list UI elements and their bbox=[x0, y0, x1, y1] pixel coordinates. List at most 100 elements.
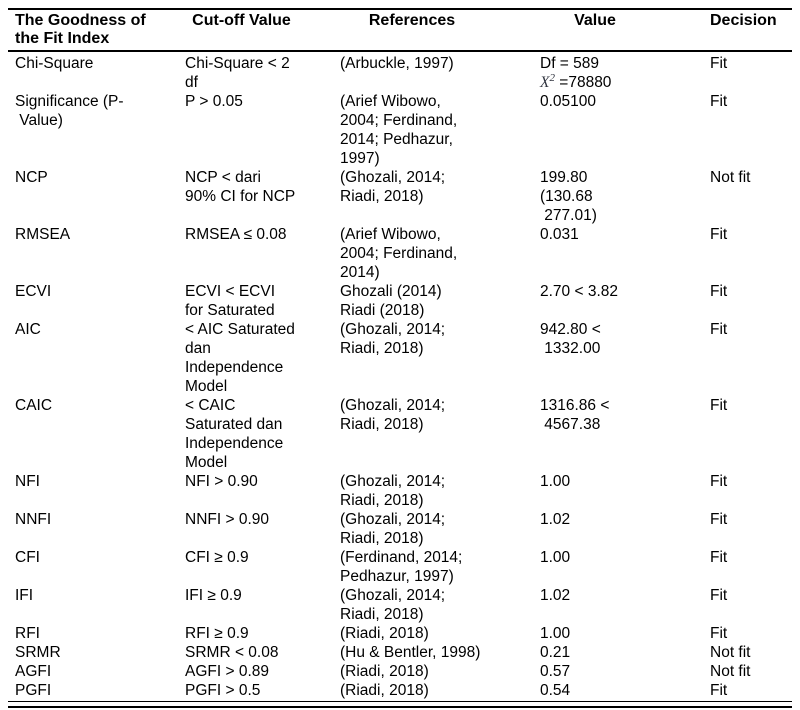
decision-cell: Fit bbox=[710, 55, 728, 72]
fit-index-cell: RMSEA bbox=[15, 226, 71, 243]
cutoff-value-cell: RMSEA ≤ 0.08 bbox=[185, 226, 287, 243]
decision-cell: Fit bbox=[710, 473, 728, 490]
fit-index-cell: IFI bbox=[15, 587, 34, 604]
fit-index-cell: Significance (P- Value) bbox=[15, 93, 124, 129]
decision-cell: Fit bbox=[710, 682, 728, 699]
fit-index-cell: NNFI bbox=[15, 511, 52, 528]
decision-cell: Fit bbox=[710, 321, 728, 338]
cutoff-value-cell: < CAIC Saturated dan Independence Model bbox=[185, 397, 284, 471]
cutoff-value-cell: AGFI > 0.89 bbox=[185, 663, 270, 680]
decision-cell: Fit bbox=[710, 549, 728, 566]
value-cell: 942.80 < 1332.00 bbox=[540, 321, 601, 357]
fit-index-cell: AIC bbox=[15, 321, 41, 338]
decision-cell: Fit bbox=[710, 93, 728, 110]
references-cell: (Ferdinand, 2014; Pedhazur, 1997) bbox=[340, 549, 463, 585]
fit-index-cell: RFI bbox=[15, 625, 40, 642]
cutoff-value-cell: SRMR < 0.08 bbox=[185, 644, 279, 661]
references-cell: (Hu & Bentler, 1998) bbox=[340, 644, 481, 661]
table-body: Chi-Square Chi-Square < 2 df (Arbuckle, 1… bbox=[8, 52, 792, 700]
decision-cell: Not fit bbox=[710, 663, 751, 680]
references-cell: Ghozali (2014) Riadi (2018) bbox=[340, 283, 442, 319]
references-cell: (Ghozali, 2014; Riadi, 2018) bbox=[340, 321, 446, 357]
cutoff-value-cell: IFI ≥ 0.9 bbox=[185, 587, 242, 604]
table-row: RFI RFI ≥ 0.9 (Riadi, 2018) 1.00 Fit bbox=[8, 624, 792, 643]
cutoff-value-cell: NFI > 0.90 bbox=[185, 473, 258, 490]
table-row: CFI CFI ≥ 0.9 (Ferdinand, 2014; Pedhazur,… bbox=[8, 548, 792, 586]
header-fit-index: The Goodness of the Fit Index bbox=[15, 12, 146, 47]
references-cell: (Ghozali, 2014; Riadi, 2018) bbox=[340, 511, 446, 547]
cutoff-value-cell: ECVI < ECVI for Saturated bbox=[185, 283, 276, 319]
cutoff-value-cell: NCP < dari 90% CI for NCP bbox=[185, 169, 296, 205]
references-cell: (Arbuckle, 1997) bbox=[340, 55, 454, 72]
references-cell: (Arief Wibowo, 2004; Ferdinand, 2014; Pedh… bbox=[340, 93, 458, 167]
value-cell: 1.00 bbox=[540, 625, 571, 642]
header-references: References bbox=[368, 12, 456, 29]
references-cell: (Riadi, 2018) bbox=[340, 682, 429, 699]
value-cell: 199.80 (130.68 277.01) bbox=[540, 169, 597, 224]
references-cell: (Riadi, 2018) bbox=[340, 663, 429, 680]
fit-index-cell: Chi-Square bbox=[15, 55, 94, 72]
header-value: Value bbox=[574, 12, 616, 29]
decision-cell: Fit bbox=[710, 397, 728, 414]
references-cell: (Riadi, 2018) bbox=[340, 625, 429, 642]
decision-cell: Not fit bbox=[710, 169, 751, 186]
table-row: Significance (P- Value) P > 0.05 (Arief … bbox=[8, 92, 792, 168]
references-cell: (Ghozali, 2014; Riadi, 2018) bbox=[340, 473, 446, 509]
table-row: AGFI AGFI > 0.89 (Riadi, 2018) 0.57 Not … bbox=[8, 662, 792, 681]
fit-index-cell: CFI bbox=[15, 549, 40, 566]
value-cell: 0.21 bbox=[540, 644, 571, 661]
value-cell: 2.70 < 3.82 bbox=[540, 283, 618, 300]
table-row: PGFI PGFI > 0.5 (Riadi, 2018) 0.54 Fit bbox=[8, 681, 792, 700]
fit-index-cell: NCP bbox=[15, 169, 48, 186]
value-cell: 1.00 bbox=[540, 549, 571, 566]
decision-cell: Fit bbox=[710, 511, 728, 528]
header-decision: Decision bbox=[710, 12, 777, 29]
fit-index-cell: ECVI bbox=[15, 283, 52, 300]
table-row: IFI IFI ≥ 0.9 (Ghozali, 2014; Riadi, 2018… bbox=[8, 586, 792, 624]
goodness-of-fit-table: The Goodness of the Fit Index Cut-off Va… bbox=[8, 8, 792, 708]
cutoff-value-cell: CFI ≥ 0.9 bbox=[185, 549, 249, 566]
references-cell: (Ghozali, 2014; Riadi, 2018) bbox=[340, 587, 446, 623]
decision-cell: Fit bbox=[710, 226, 728, 243]
table-row: SRMR SRMR < 0.08 (Hu & Bentler, 1998) 0.… bbox=[8, 643, 792, 662]
table-row: RMSEA RMSEA ≤ 0.08 (Arief Wibowo, 2004; F… bbox=[8, 225, 792, 282]
value-cell: 0.54 bbox=[540, 682, 571, 699]
fit-index-cell: SRMR bbox=[15, 644, 61, 661]
cutoff-value-cell: < AIC Saturated dan Independence Model bbox=[185, 321, 295, 395]
value-cell: 0.05100 bbox=[540, 93, 597, 110]
value-cell: 1.02 bbox=[540, 511, 571, 528]
chi-square-symbol: X2 bbox=[540, 71, 555, 91]
references-cell: (Arief Wibowo, 2004; Ferdinand, 2014) bbox=[340, 226, 458, 281]
fit-index-cell: AGFI bbox=[15, 663, 52, 680]
references-cell: (Ghozali, 2014; Riadi, 2018) bbox=[340, 397, 446, 433]
value-cell: Df = 589 X2 =78880 bbox=[540, 55, 612, 91]
table-row: NCP NCP < dari 90% CI for NCP (Ghozali, 2… bbox=[8, 168, 792, 225]
table-row: Chi-Square Chi-Square < 2 df (Arbuckle, 1… bbox=[8, 54, 792, 92]
references-cell: (Ghozali, 2014; Riadi, 2018) bbox=[340, 169, 446, 205]
cutoff-value-cell: Chi-Square < 2 df bbox=[185, 55, 290, 91]
value-cell: 1316.86 < 4567.38 bbox=[540, 397, 610, 433]
header-cutoff-value: Cut-off Value bbox=[192, 12, 291, 29]
table-row: AIC < AIC Saturated dan Independence Model … bbox=[8, 320, 792, 396]
value-cell: 1.00 bbox=[540, 473, 571, 490]
decision-cell: Fit bbox=[710, 587, 728, 604]
fit-index-cell: CAIC bbox=[15, 397, 53, 414]
fit-index-cell: NFI bbox=[15, 473, 40, 490]
fit-index-cell: PGFI bbox=[15, 682, 52, 699]
cutoff-value-cell: NNFI > 0.90 bbox=[185, 511, 269, 528]
decision-cell: Fit bbox=[710, 625, 728, 642]
table-bottom-rule bbox=[8, 701, 792, 708]
table-header-row: The Goodness of the Fit Index Cut-off Va… bbox=[8, 10, 792, 52]
value-cell: 1.02 bbox=[540, 587, 571, 604]
decision-cell: Not fit bbox=[710, 644, 751, 661]
table-row: NNFI NNFI > 0.90 (Ghozali, 2014; Riadi, 2… bbox=[8, 510, 792, 548]
table-row: CAIC < CAIC Saturated dan Independence Mode… bbox=[8, 396, 792, 472]
cutoff-value-cell: PGFI > 0.5 bbox=[185, 682, 261, 699]
table-row: ECVI ECVI < ECVI for Saturated Ghozali (2… bbox=[8, 282, 792, 320]
value-cell: 0.031 bbox=[540, 226, 579, 243]
cutoff-value-cell: P > 0.05 bbox=[185, 93, 243, 110]
cutoff-value-cell: RFI ≥ 0.9 bbox=[185, 625, 249, 642]
value-cell: 0.57 bbox=[540, 663, 571, 680]
table-row: NFI NFI > 0.90 (Ghozali, 2014; Riadi, 201… bbox=[8, 472, 792, 510]
decision-cell: Fit bbox=[710, 283, 728, 300]
